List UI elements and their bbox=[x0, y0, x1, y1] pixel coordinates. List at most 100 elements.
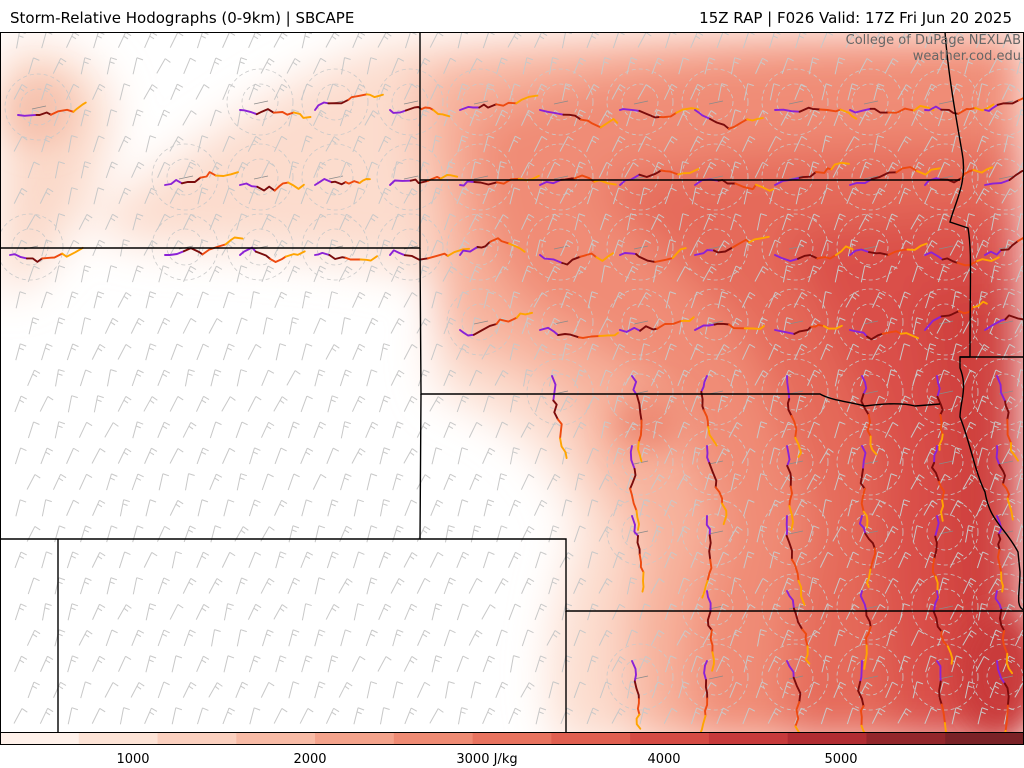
wind-barb bbox=[366, 681, 378, 699]
wind-barb bbox=[340, 473, 352, 491]
wind-barb bbox=[936, 318, 951, 334]
wind-barb bbox=[574, 473, 586, 491]
wind-barb bbox=[80, 161, 91, 179]
wind-barb bbox=[14, 395, 27, 413]
wind-barb bbox=[820, 187, 833, 205]
hodograph-segment bbox=[61, 246, 84, 258]
wind-barb bbox=[365, 161, 378, 179]
hodograph bbox=[785, 515, 806, 606]
wind-barb bbox=[548, 681, 560, 699]
wind-barb bbox=[195, 603, 210, 620]
wind-barb bbox=[898, 291, 911, 309]
wind-barb bbox=[1003, 135, 1015, 153]
wind-barb bbox=[730, 577, 742, 595]
wind-barb bbox=[300, 83, 313, 101]
wind-barb bbox=[417, 369, 430, 387]
wind-barb bbox=[990, 213, 1001, 231]
wind-barb bbox=[807, 213, 820, 231]
wind-barb bbox=[768, 291, 782, 308]
wind-barb bbox=[884, 578, 899, 594]
wind-barb bbox=[650, 213, 665, 230]
wind-barb bbox=[976, 551, 989, 569]
hodograph bbox=[619, 247, 687, 263]
wind-barb bbox=[650, 578, 665, 594]
wind-barb bbox=[728, 422, 743, 438]
wind-barb bbox=[1002, 603, 1016, 621]
hodograph-segment bbox=[994, 590, 1003, 611]
hodograph-segment bbox=[996, 548, 1003, 574]
wind-barb bbox=[989, 681, 1002, 699]
wind-barb bbox=[106, 473, 118, 491]
wind-barb bbox=[807, 681, 820, 699]
wind-barb bbox=[429, 551, 444, 568]
wind-barb bbox=[924, 395, 937, 413]
wind-barb bbox=[482, 447, 496, 464]
hodograph-segment bbox=[755, 183, 775, 192]
hodograph bbox=[389, 247, 471, 261]
wind-barb bbox=[131, 369, 144, 387]
wind-barb bbox=[273, 708, 288, 724]
wind-barb bbox=[27, 161, 40, 179]
hodograph-segment bbox=[633, 680, 640, 701]
hodograph bbox=[995, 445, 1014, 521]
hodograph-segment bbox=[997, 533, 1002, 551]
wind-barb bbox=[978, 603, 988, 621]
hodograph-segment bbox=[865, 626, 872, 647]
wind-barb bbox=[132, 109, 144, 127]
hodograph-segment bbox=[866, 332, 884, 341]
wind-barb bbox=[78, 214, 93, 230]
wind-barb bbox=[93, 32, 105, 49]
wind-barb bbox=[923, 136, 938, 152]
hodograph-segment bbox=[1000, 571, 1004, 593]
wind-barb bbox=[145, 343, 157, 361]
wind-barb bbox=[27, 421, 40, 439]
hodograph bbox=[389, 174, 459, 186]
wind-barb bbox=[171, 655, 183, 673]
wind-barb bbox=[793, 292, 808, 308]
wind-barb bbox=[325, 32, 340, 48]
wind-barb bbox=[756, 213, 767, 231]
wind-barb bbox=[678, 213, 689, 231]
wind-barb bbox=[222, 187, 235, 205]
wind-barb bbox=[378, 135, 392, 152]
wind-barb bbox=[182, 421, 197, 438]
hodograph-segment bbox=[671, 247, 687, 259]
wind-barb bbox=[494, 266, 509, 282]
hodograph-segment bbox=[1008, 169, 1024, 181]
wind-barb bbox=[248, 83, 261, 101]
wind-barb bbox=[301, 603, 312, 621]
wind-barb bbox=[170, 343, 183, 361]
wind-barb bbox=[859, 473, 873, 491]
wind-barb bbox=[223, 603, 234, 621]
wind-barb bbox=[639, 499, 651, 517]
wind-barb bbox=[897, 84, 912, 100]
wind-barb bbox=[79, 369, 92, 387]
hodograph-segment bbox=[694, 249, 715, 256]
wind-barb bbox=[66, 83, 80, 100]
wind-barb bbox=[769, 395, 781, 413]
wind-barb bbox=[691, 499, 702, 517]
wind-barb bbox=[639, 343, 650, 361]
wind-barb bbox=[819, 448, 834, 464]
wind-barb bbox=[169, 604, 184, 620]
wind-barb bbox=[690, 551, 704, 569]
wind-barb bbox=[197, 707, 209, 725]
wind-barb bbox=[962, 577, 977, 594]
wind-barb bbox=[975, 188, 990, 204]
wind-barb bbox=[730, 109, 742, 127]
hodograph-segment bbox=[868, 251, 890, 256]
wind-barb bbox=[963, 369, 977, 386]
hodograph-segment bbox=[459, 245, 479, 256]
wind-barb bbox=[443, 213, 456, 231]
hodograph bbox=[786, 660, 802, 744]
wind-barb bbox=[91, 707, 106, 724]
wind-barb bbox=[366, 577, 378, 595]
hodograph-segment bbox=[224, 236, 244, 246]
wind-barb bbox=[611, 603, 626, 620]
wind-barb bbox=[767, 655, 782, 672]
wind-barb bbox=[509, 239, 521, 257]
wind-barb bbox=[834, 57, 846, 75]
wind-barb bbox=[977, 83, 988, 101]
wind-barb bbox=[288, 161, 299, 179]
wind-barb bbox=[143, 396, 158, 412]
